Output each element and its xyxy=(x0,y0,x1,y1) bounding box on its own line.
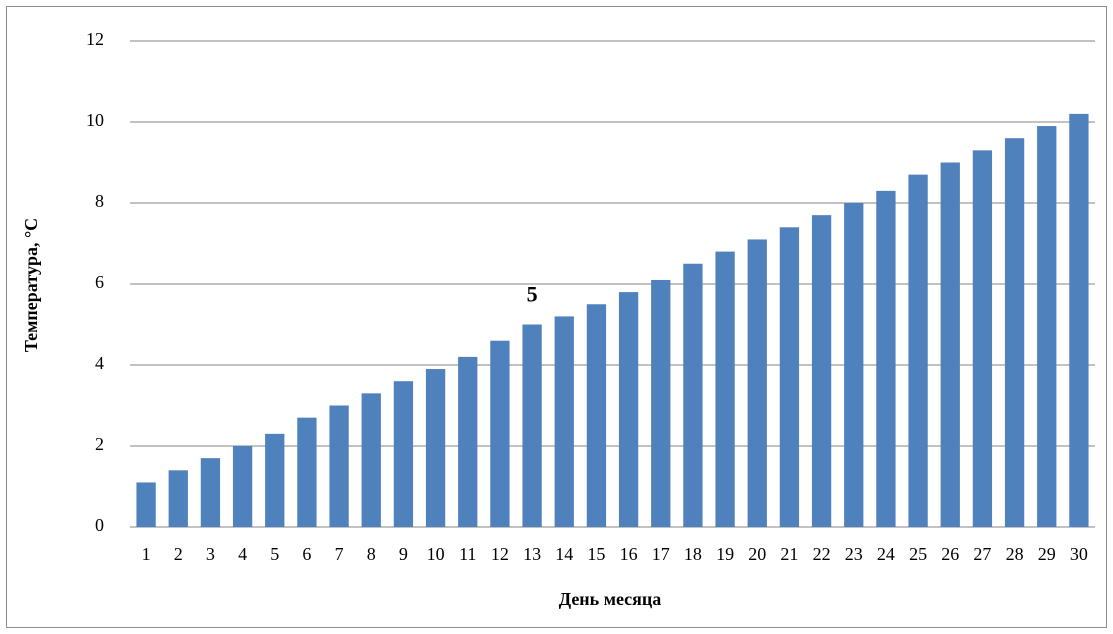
bar xyxy=(1069,113,1089,528)
x-tick-label: 23 xyxy=(845,544,863,564)
x-tick-label: 18 xyxy=(684,544,702,564)
bar xyxy=(972,150,993,527)
bar xyxy=(651,279,671,527)
x-tick-label: 6 xyxy=(302,544,311,564)
bar xyxy=(618,292,639,527)
x-tick-label: 10 xyxy=(427,544,445,564)
x-tick-label: 8 xyxy=(367,544,376,564)
y-tick-label: 4 xyxy=(95,353,104,373)
x-axis-title: День месяца xyxy=(559,589,662,609)
x-tick-label: 7 xyxy=(335,544,344,564)
bar xyxy=(265,433,285,527)
bar xyxy=(490,340,510,527)
bar xyxy=(586,304,607,527)
bar xyxy=(715,251,735,527)
x-tick-label: 28 xyxy=(1006,544,1024,564)
bar xyxy=(361,393,381,527)
x-tick-label: 25 xyxy=(909,544,927,564)
bar xyxy=(908,174,928,527)
bar xyxy=(683,263,703,527)
x-tick-label: 19 xyxy=(716,544,734,564)
x-tick-label: 24 xyxy=(877,544,895,564)
x-tick-label: 13 xyxy=(523,544,541,564)
bar xyxy=(779,227,800,528)
bar xyxy=(393,381,414,527)
x-tick-label: 30 xyxy=(1070,544,1088,564)
x-tick-label: 26 xyxy=(941,544,959,564)
bar xyxy=(425,369,446,527)
bar xyxy=(136,482,156,527)
bar xyxy=(458,356,478,527)
x-tick-label: 17 xyxy=(652,544,670,564)
data-label: 5 xyxy=(527,282,538,307)
bar xyxy=(522,324,542,527)
x-tick-label: 3 xyxy=(206,544,215,564)
bar xyxy=(940,162,960,527)
x-tick-label: 21 xyxy=(780,544,798,564)
x-tick-label: 1 xyxy=(142,544,151,564)
x-tick-label: 9 xyxy=(399,544,408,564)
x-tick-label: 11 xyxy=(459,544,476,564)
x-tick-label: 22 xyxy=(813,544,831,564)
x-tick-label: 12 xyxy=(491,544,509,564)
bar xyxy=(200,458,221,527)
x-tick-label: 16 xyxy=(620,544,638,564)
bar xyxy=(747,239,767,527)
bar xyxy=(811,215,832,527)
bar xyxy=(297,417,317,527)
x-tick-label: 29 xyxy=(1038,544,1056,564)
x-tick-label: 14 xyxy=(555,544,573,564)
bar xyxy=(1037,126,1057,528)
y-tick-label: 2 xyxy=(95,434,104,454)
x-tick-label: 2 xyxy=(174,544,183,564)
x-tick-label: 27 xyxy=(973,544,991,564)
x-tick-label: 15 xyxy=(587,544,605,564)
bar xyxy=(844,203,864,527)
bar xyxy=(232,446,253,527)
y-tick-label: 10 xyxy=(86,110,104,130)
x-tick-label: 20 xyxy=(748,544,766,564)
bar xyxy=(329,405,349,527)
bar xyxy=(876,190,896,527)
y-tick-label: 8 xyxy=(95,191,104,211)
y-tick-label: 12 xyxy=(86,29,104,49)
bar xyxy=(554,316,574,527)
x-tick-label: 4 xyxy=(238,544,247,564)
y-tick-label: 0 xyxy=(95,515,104,535)
y-axis-title: Температура, °C xyxy=(21,218,41,352)
x-tick-label: 5 xyxy=(270,544,279,564)
y-tick-label: 6 xyxy=(95,272,104,292)
bar xyxy=(1004,138,1025,527)
bar xyxy=(168,470,188,527)
